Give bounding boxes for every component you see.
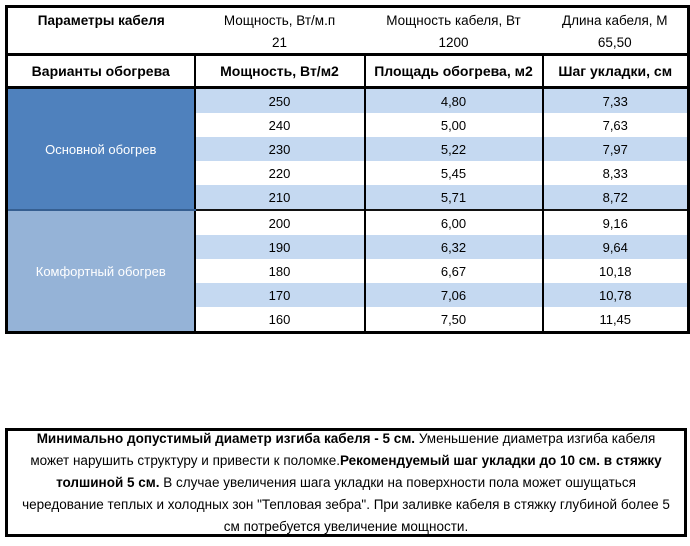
table-row: 210 5,71 8,72 xyxy=(7,185,689,210)
cell-power: 190 xyxy=(193,235,365,259)
params-col-power-per-m: Мощность, Вт/м.п xyxy=(223,12,336,28)
cell-step: 11,45 xyxy=(541,307,689,333)
cell-step: 10,18 xyxy=(541,259,689,283)
cable-spec-table: Параметры кабеля Мощность, Вт/м.п Мощнос… xyxy=(5,5,690,334)
table-row: 160 7,50 11,45 xyxy=(7,307,689,333)
note-segment-bold: Минимально допустимый диаметр изгиба каб… xyxy=(36,430,419,446)
section-label-main-heating: Основной обогрев xyxy=(6,87,195,211)
table-row: 230 5,22 7,97 xyxy=(7,137,689,161)
cell-power: 220 xyxy=(193,161,365,185)
table-row: 190 6,32 9,64 xyxy=(7,235,689,259)
section-label-comfort-heating: Комфортный обогрев xyxy=(6,210,195,333)
params-col-cable-power: Мощность кабеля, Вт xyxy=(386,12,521,28)
variants-header-row: Варианты обогрева Мощность, Вт/м2 Площад… xyxy=(6,54,689,89)
cell-area: 5,22 xyxy=(363,137,543,161)
cell-power: 200 xyxy=(193,209,365,235)
table-row: 240 5,00 7,63 xyxy=(7,113,689,137)
note-box: Минимально допустимый диаметр изгиба каб… xyxy=(5,428,687,537)
params-val-power-per-m: 21 xyxy=(194,32,365,56)
cell-power: 250 xyxy=(193,87,365,113)
params-val-cable-power: 1200 xyxy=(364,32,543,56)
cell-step: 8,33 xyxy=(541,161,689,185)
params-val-cable-length: 65,50 xyxy=(542,32,689,56)
params-title: Параметры кабеля xyxy=(37,12,165,28)
note-text: Минимально допустимый диаметр изгиба каб… xyxy=(22,428,670,538)
cell-area: 5,71 xyxy=(363,185,543,210)
cell-power: 240 xyxy=(193,113,365,137)
table-row: Основной обогрев 250 4,80 7,33 xyxy=(6,87,689,211)
cell-step: 8,72 xyxy=(541,185,689,210)
note-segment: Уменьшение диаметра изгиба кабеля может … xyxy=(30,430,656,468)
params-col-cable-length: Длина кабеля, М xyxy=(561,12,668,28)
table-row: 170 7,06 10,78 xyxy=(7,283,689,307)
cell-area: 6,32 xyxy=(363,235,543,259)
cell-step: 7,97 xyxy=(541,137,689,161)
table-row: 220 5,45 8,33 xyxy=(7,161,689,185)
header-variants: Варианты обогрева xyxy=(6,54,195,89)
cell-area: 5,45 xyxy=(363,161,543,185)
cell-power: 230 xyxy=(193,137,365,161)
table-row: Комфортный обогрев 200 6,00 9,16 xyxy=(6,209,689,333)
note-segment-bold: Рекомендуемый шаг укладки до 10 см. в ст… xyxy=(56,452,662,490)
table-row: 180 6,67 10,18 xyxy=(7,259,689,283)
cell-step: 7,63 xyxy=(541,113,689,137)
cell-step: 9,64 xyxy=(541,235,689,259)
cell-power: 160 xyxy=(193,307,365,333)
cell-area: 5,00 xyxy=(363,113,543,137)
cell-area: 6,00 xyxy=(363,209,543,235)
cell-area: 7,06 xyxy=(363,283,543,307)
cell-power: 170 xyxy=(193,283,365,307)
params-values-row: 21 1200 65,50 xyxy=(6,32,689,56)
note-segment: В случае увеличения шага укладки на пове… xyxy=(22,474,670,534)
params-empty-cell xyxy=(6,32,195,56)
header-power: Мощность, Вт/м2 xyxy=(193,54,365,89)
params-header-row: Параметры кабеля Мощность, Вт/м.п Мощнос… xyxy=(7,7,689,33)
cell-step: 7,33 xyxy=(541,87,689,113)
cell-step: 10,78 xyxy=(541,283,689,307)
cell-power: 180 xyxy=(193,259,365,283)
cell-area: 4,80 xyxy=(363,87,543,113)
header-area: Площадь обогрева, м2 xyxy=(363,54,543,89)
header-step: Шаг укладки, см xyxy=(541,54,689,89)
cell-area: 7,50 xyxy=(363,307,543,333)
cell-power: 210 xyxy=(193,185,365,210)
cell-area: 6,67 xyxy=(363,259,543,283)
cell-step: 9,16 xyxy=(541,209,689,235)
